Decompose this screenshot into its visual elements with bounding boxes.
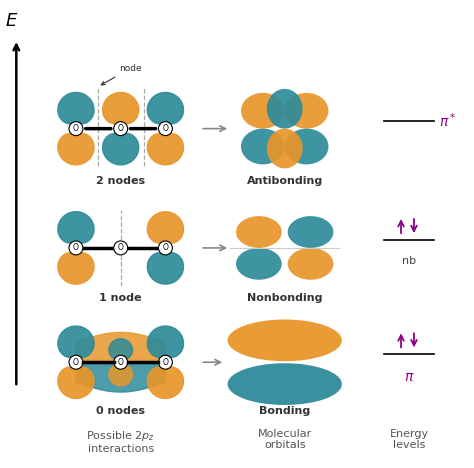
- Polygon shape: [109, 339, 132, 359]
- Circle shape: [158, 241, 173, 255]
- Text: $\mathit{E}$: $\mathit{E}$: [5, 12, 18, 30]
- Text: O: O: [118, 124, 124, 133]
- Text: $\pi^*$: $\pi^*$: [439, 111, 456, 130]
- Circle shape: [114, 241, 128, 255]
- Polygon shape: [109, 366, 132, 386]
- Circle shape: [158, 122, 173, 136]
- Circle shape: [69, 355, 83, 369]
- Text: O: O: [118, 358, 124, 367]
- Polygon shape: [147, 93, 183, 124]
- Circle shape: [158, 355, 173, 369]
- Polygon shape: [147, 212, 183, 243]
- Circle shape: [69, 122, 83, 136]
- Text: O: O: [163, 243, 168, 252]
- Polygon shape: [76, 332, 165, 360]
- Polygon shape: [147, 133, 183, 165]
- Text: O: O: [73, 358, 79, 367]
- Ellipse shape: [228, 320, 342, 361]
- Text: node: node: [101, 64, 141, 85]
- Polygon shape: [58, 367, 94, 398]
- Text: Possible 2$p_z$
interactions: Possible 2$p_z$ interactions: [86, 429, 155, 454]
- Polygon shape: [58, 326, 94, 358]
- Ellipse shape: [236, 248, 282, 280]
- Ellipse shape: [267, 89, 302, 129]
- Text: $\pi$: $\pi$: [404, 370, 414, 384]
- Text: 1 node: 1 node: [100, 292, 142, 303]
- Polygon shape: [58, 253, 94, 284]
- Circle shape: [114, 355, 128, 369]
- Text: Molecular
orbitals: Molecular orbitals: [257, 429, 312, 450]
- Polygon shape: [147, 326, 183, 358]
- Text: Antibonding: Antibonding: [246, 176, 323, 186]
- Circle shape: [114, 122, 128, 136]
- Text: Nonbonding: Nonbonding: [247, 292, 322, 303]
- Ellipse shape: [267, 129, 302, 168]
- Ellipse shape: [285, 93, 328, 129]
- Text: 2 nodes: 2 nodes: [96, 176, 145, 186]
- Polygon shape: [58, 133, 94, 165]
- Ellipse shape: [236, 216, 282, 248]
- Polygon shape: [102, 133, 139, 165]
- Text: O: O: [73, 243, 79, 252]
- Ellipse shape: [228, 363, 342, 405]
- Circle shape: [69, 241, 83, 255]
- Ellipse shape: [241, 93, 285, 129]
- Polygon shape: [147, 253, 183, 284]
- Text: O: O: [73, 124, 79, 133]
- Text: O: O: [118, 243, 124, 252]
- Polygon shape: [76, 364, 165, 392]
- Text: Bonding: Bonding: [259, 406, 310, 416]
- Polygon shape: [147, 367, 183, 398]
- Polygon shape: [58, 212, 94, 243]
- Text: O: O: [163, 124, 168, 133]
- Text: 0 nodes: 0 nodes: [96, 406, 145, 416]
- Polygon shape: [58, 93, 94, 124]
- Ellipse shape: [288, 248, 333, 280]
- Ellipse shape: [285, 129, 328, 164]
- Text: nb: nb: [402, 256, 416, 266]
- Ellipse shape: [288, 216, 333, 248]
- Text: Energy
levels: Energy levels: [390, 429, 428, 450]
- Polygon shape: [102, 93, 139, 124]
- Ellipse shape: [241, 129, 285, 164]
- Text: O: O: [163, 358, 168, 367]
